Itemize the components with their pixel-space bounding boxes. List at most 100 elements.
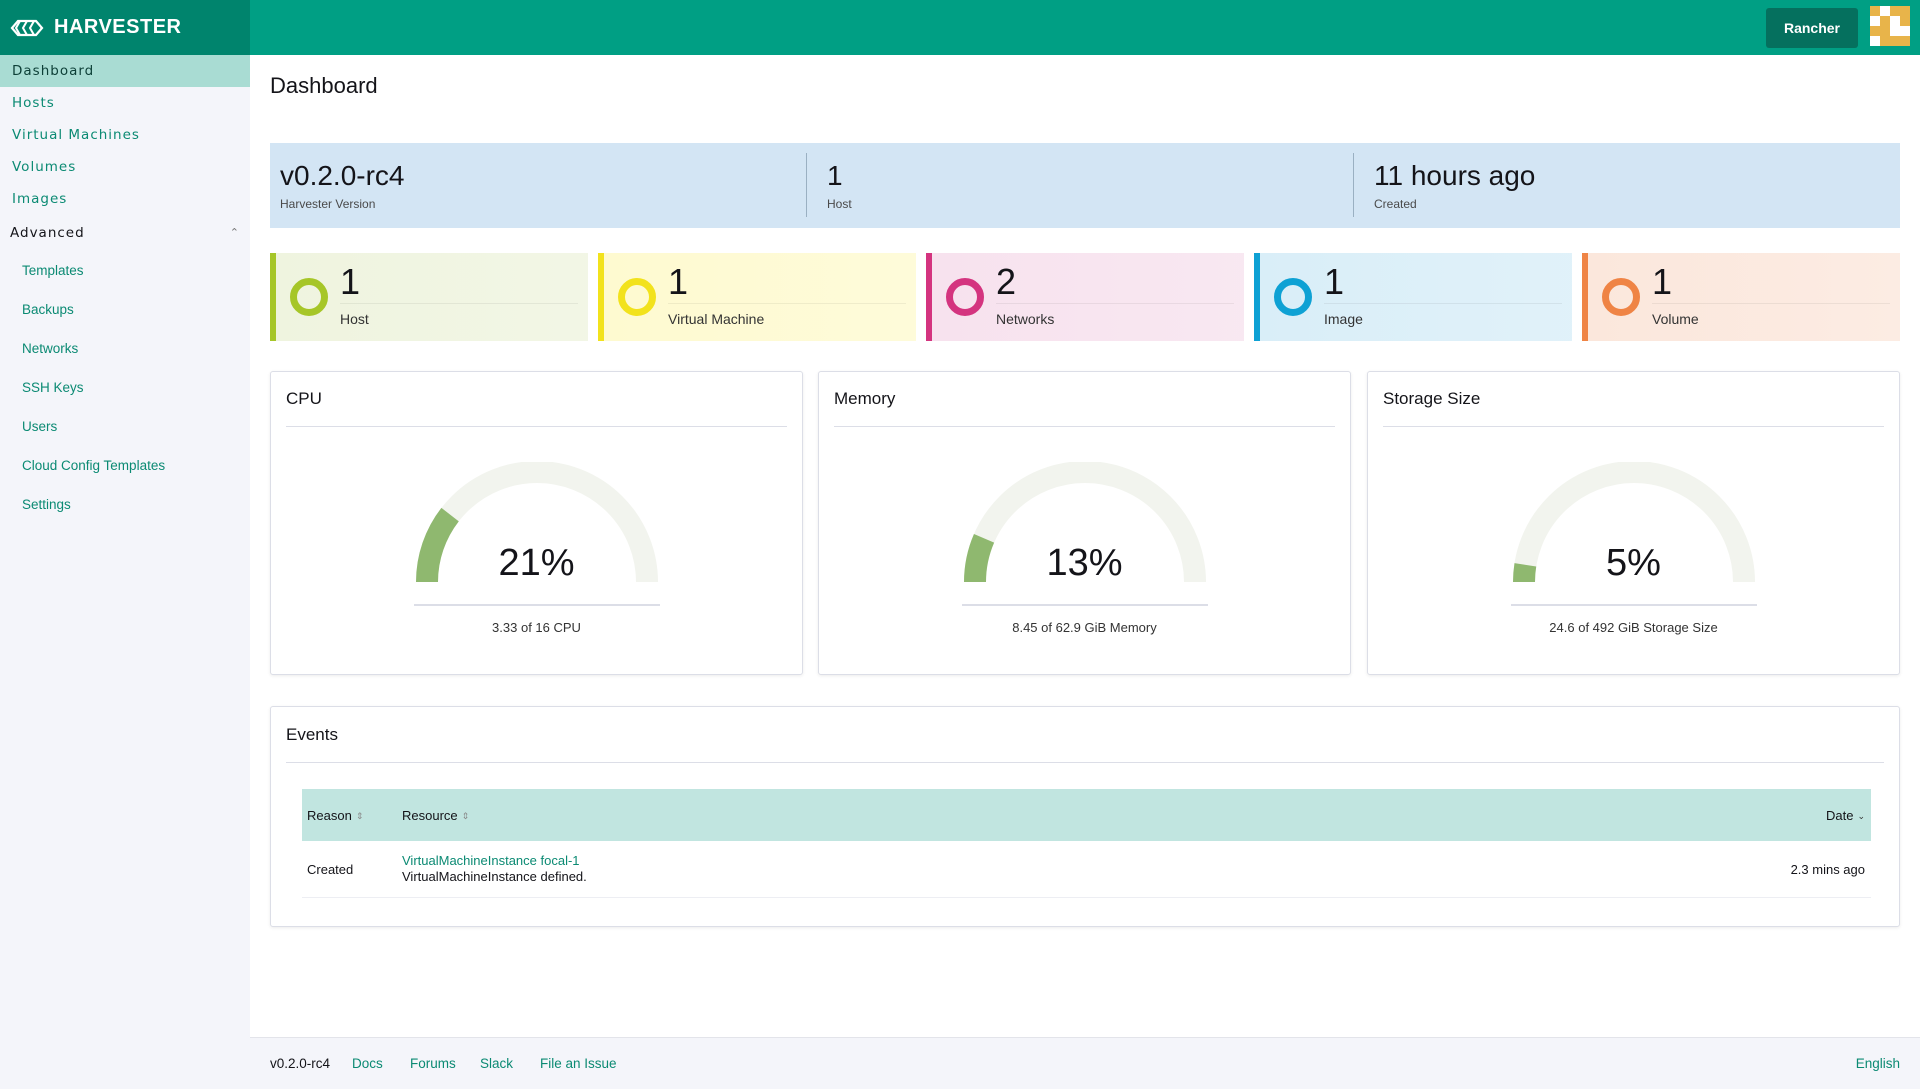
summary-version: v0.2.0-rc4 Harvester Version xyxy=(270,143,806,228)
count-card-image[interactable]: 1 Image xyxy=(1254,253,1572,341)
resource-count-cards: 1 Host 1 Virtual Machine 2 Networks 1 Im… xyxy=(270,253,1900,341)
footer: v0.2.0-rc4 Docs Forums Slack File an Iss… xyxy=(250,1037,1920,1089)
summary-label: Created xyxy=(1374,197,1417,211)
gauge-card-cpu: CPU 21% 3.33 of 16 CPU xyxy=(270,371,803,675)
gauge-card-memory: Memory 13% 8.45 of 62.9 GiB Memory xyxy=(818,371,1351,675)
sidebar-item-images[interactable]: Images xyxy=(12,191,68,207)
count-card-networks[interactable]: 2 Networks xyxy=(926,253,1244,341)
harvester-logo-icon xyxy=(10,19,44,36)
card-divider xyxy=(1652,303,1890,304)
gauge-percent: 13% xyxy=(1046,542,1123,584)
summary-value: 1 xyxy=(827,160,843,191)
summary-value: v0.2.0-rc4 xyxy=(280,160,405,191)
gauge-arc xyxy=(1513,462,1755,583)
footer-docs-link[interactable]: Docs xyxy=(352,1056,383,1071)
gauge-track xyxy=(964,462,1206,583)
gauge-arc xyxy=(416,462,658,583)
count-label: Networks xyxy=(996,311,1055,327)
gauge-percent: 5% xyxy=(1606,542,1661,584)
sidebar: Dashboard Hosts Virtual Machines Volumes… xyxy=(0,55,250,1089)
gauge-title: Memory xyxy=(834,389,896,408)
gauge-divider xyxy=(286,426,787,427)
footer-slack-link[interactable]: Slack xyxy=(480,1056,514,1071)
gauge-detail: 3.33 of 16 CPU xyxy=(492,620,581,635)
gauge-fill xyxy=(964,533,995,583)
event-message: VirtualMachineInstance defined. xyxy=(402,869,587,884)
gauge-card-storage: Storage Size 5% 24.6 of 492 GiB Storage … xyxy=(1367,371,1900,675)
event-reason: Created xyxy=(307,861,354,877)
top-header: HARVESTER Rancher xyxy=(0,0,1920,55)
ring-icon xyxy=(1602,278,1640,316)
sidebar-item-hosts[interactable]: Hosts xyxy=(12,95,55,111)
count-card-host[interactable]: 1 Host xyxy=(270,253,588,341)
chevron-up-icon: ⌃ xyxy=(229,226,240,239)
sidebar-item-cloud-config-templates[interactable]: Cloud Config Templates xyxy=(22,458,166,473)
rancher-button[interactable]: Rancher xyxy=(1766,8,1858,48)
sort-icon: ⇕ xyxy=(461,810,470,821)
footer-version: v0.2.0-rc4 xyxy=(270,1056,331,1071)
table-header: Reason ⇕ Resource ⇕ Date ⌄ xyxy=(302,789,1871,841)
user-avatar[interactable] xyxy=(1870,6,1910,46)
ring-icon xyxy=(290,278,328,316)
count-card-virtual-machine[interactable]: 1 Virtual Machine xyxy=(598,253,916,341)
sort-descending-icon: ⌄ xyxy=(1857,810,1865,821)
card-divider xyxy=(668,303,906,304)
count-value: 2 xyxy=(996,261,1017,302)
gauge-fill xyxy=(1513,563,1537,583)
footer-forums-link[interactable]: Forums xyxy=(410,1056,456,1071)
column-label: Date xyxy=(1825,807,1854,823)
sidebar-item-ssh-keys[interactable]: SSH Keys xyxy=(22,380,84,395)
events-table: Reason ⇕ Resource ⇕ Date ⌄ Created VirtualM… xyxy=(302,789,1871,898)
gauge-arc xyxy=(964,462,1206,583)
card-divider xyxy=(1324,303,1562,304)
count-card-volume[interactable]: 1 Volume xyxy=(1582,253,1900,341)
gauge-divider xyxy=(1383,426,1884,427)
gauge-baseline xyxy=(962,604,1208,606)
card-divider xyxy=(340,303,578,304)
page-title: Dashboard xyxy=(270,73,378,98)
count-label: Image xyxy=(1324,311,1363,327)
event-date: 2.3 mins ago xyxy=(1790,861,1865,877)
footer-language-selector[interactable]: English xyxy=(1855,1056,1900,1071)
sidebar-group-label: Advanced xyxy=(10,225,85,241)
summary-banner: v0.2.0-rc4 Harvester Version 1 Host 11 h… xyxy=(270,143,1900,228)
sort-icon: ⇕ xyxy=(355,810,364,821)
summary-value: 11 hours ago xyxy=(1374,160,1536,191)
ring-icon xyxy=(1274,278,1312,316)
gauge-detail: 8.45 of 62.9 GiB Memory xyxy=(1012,620,1157,635)
column-header-reason[interactable]: Reason ⇕ xyxy=(302,808,402,823)
ring-icon xyxy=(946,278,984,316)
summary-hosts: 1 Host xyxy=(806,143,1353,228)
count-label: Virtual Machine xyxy=(668,311,765,327)
summary-label: Host xyxy=(827,197,852,211)
gauge-divider xyxy=(834,426,1335,427)
sidebar-item-templates[interactable]: Templates xyxy=(22,263,84,278)
gauge-fill xyxy=(416,507,459,583)
ring-icon xyxy=(618,278,656,316)
table-row: Created VirtualMachineInstance focal-1 V… xyxy=(302,841,1871,898)
sidebar-item-dashboard[interactable]: Dashboard xyxy=(0,55,250,87)
events-divider xyxy=(286,762,1884,763)
events-title: Events xyxy=(286,725,338,744)
sidebar-item-virtual-machines[interactable]: Virtual Machines xyxy=(12,127,140,143)
footer-file-issue-link[interactable]: File an Issue xyxy=(540,1056,617,1071)
column-header-resource[interactable]: Resource ⇕ xyxy=(402,808,1731,823)
brand-name: HARVESTER xyxy=(54,16,182,38)
event-resource-link[interactable]: VirtualMachineInstance focal-1 xyxy=(402,853,580,868)
sidebar-item-networks[interactable]: Networks xyxy=(22,341,79,356)
column-header-date[interactable]: Date ⌄ xyxy=(1731,808,1871,823)
event-resource-cell: VirtualMachineInstance focal-1 VirtualMa… xyxy=(402,853,1731,885)
sidebar-group-advanced[interactable]: Advanced ⌃ xyxy=(0,215,250,251)
gauge-title: Storage Size xyxy=(1383,389,1481,408)
summary-label: Harvester Version xyxy=(280,197,376,211)
sidebar-item-backups[interactable]: Backups xyxy=(22,302,74,317)
gauge-track xyxy=(1513,462,1755,583)
brand[interactable]: HARVESTER xyxy=(0,0,250,55)
sidebar-item-users[interactable]: Users xyxy=(22,419,58,434)
summary-created: 11 hours ago Created xyxy=(1353,143,1900,228)
count-value: 1 xyxy=(668,261,689,302)
gauge-baseline xyxy=(1511,604,1757,606)
events-panel: Events Reason ⇕ Resource ⇕ Date ⌄ Created V… xyxy=(270,706,1900,927)
sidebar-item-volumes[interactable]: Volumes xyxy=(12,159,77,175)
sidebar-item-settings[interactable]: Settings xyxy=(22,497,71,512)
